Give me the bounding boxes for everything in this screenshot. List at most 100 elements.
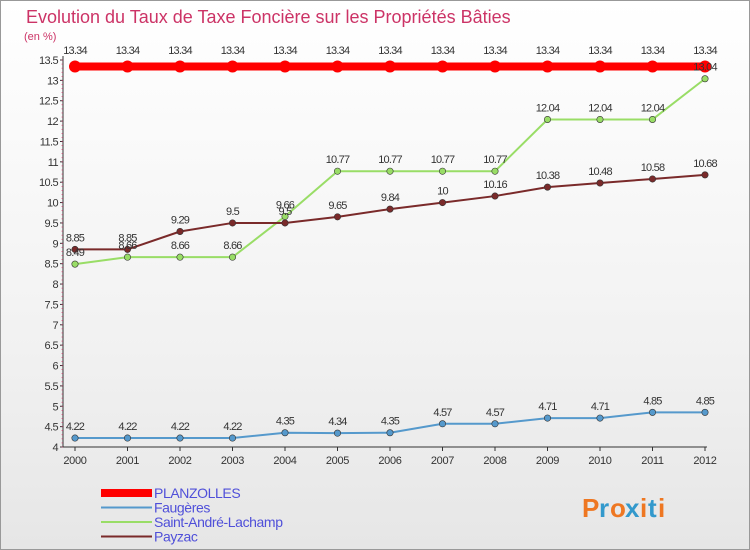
x-tick-label: 2009: [536, 455, 559, 467]
data-point-payzac: [229, 219, 237, 227]
data-label: 10.58: [641, 162, 665, 174]
data-label: 10.48: [588, 166, 612, 178]
data-point-faug-res: [229, 434, 237, 442]
chart-title: Evolution du Taux de Taxe Foncière sur l…: [26, 7, 511, 27]
data-point-payzac: [71, 245, 79, 253]
data-point-planzolles: [489, 60, 501, 73]
y-tick-label: 7: [52, 320, 58, 332]
x-tick-label: 2001: [116, 455, 139, 467]
x-tick-label: 2004: [273, 455, 296, 467]
data-point-faug-res: [124, 434, 132, 442]
data-label: 10: [437, 186, 448, 198]
data-point-payzac: [176, 228, 184, 236]
brand-letter: P: [582, 493, 599, 523]
data-label: 10.68: [693, 158, 717, 170]
data-label: 8.85: [118, 232, 137, 244]
y-tick-label: 10: [47, 198, 59, 210]
y-tick-label: 8: [52, 279, 58, 291]
y-tick-label: 7.5: [45, 299, 59, 311]
data-point-planzolles: [384, 60, 396, 73]
data-label: 4.22: [118, 421, 137, 433]
data-label: 4.57: [433, 407, 452, 419]
data-point-saint-andr-lachamp: [124, 253, 132, 261]
data-point-payzac: [648, 175, 656, 183]
y-tick-label: 11.5: [40, 136, 59, 148]
axes: 4 4.5 5 5.5 6 6.5 7 7.5 8 8.5 9 9.5 10 10.5 11 11.5 12 12…: [39, 55, 717, 467]
data-labels: 8.49 8.66 8.66 8.66 9.66 10.77 10.77 10.77 10.77…: [63, 45, 718, 433]
data-point-payzac: [438, 199, 446, 207]
y-tick-label: 4.5: [45, 422, 59, 434]
data-label: 4.57: [486, 407, 505, 419]
data-point-faug-res: [438, 420, 446, 428]
data-point-faug-res: [281, 429, 289, 437]
data-point-saint-andr-lachamp: [176, 253, 184, 261]
data-point-planzolles: [69, 60, 81, 73]
data-label: 10.77: [326, 154, 350, 166]
data-label: 4.71: [538, 401, 557, 413]
y-tick-label: 12.5: [39, 96, 58, 108]
data-point-planzolles: [541, 60, 554, 73]
legend-label: PLANZOLLES: [154, 485, 240, 501]
legend-label: Payzac: [154, 529, 198, 545]
data-label: 13.34: [168, 45, 192, 57]
data-label: 9.66: [276, 199, 295, 211]
data-label: 8.85: [66, 232, 85, 244]
data-label: 4.35: [381, 416, 400, 428]
data-label: 10.77: [431, 154, 455, 166]
data-point-faug-res: [491, 420, 499, 428]
data-label: 9.5: [226, 206, 240, 218]
y-axis-unit: (en %): [24, 31, 56, 43]
data-label: 13.34: [641, 45, 665, 57]
data-point-faug-res: [648, 408, 656, 416]
y-tick-label: 4: [52, 442, 58, 454]
data-label: 9.65: [328, 200, 347, 212]
data-label: 13.34: [536, 45, 560, 57]
data-point-planzolles: [646, 60, 659, 73]
data-point-planzolles: [699, 60, 711, 73]
data-label: 13.34: [588, 45, 612, 57]
data-point-saint-andr-lachamp: [438, 167, 446, 175]
data-label: 8.66: [171, 240, 190, 252]
data-label: 4.22: [171, 421, 190, 433]
data-label: 13.34: [693, 45, 717, 57]
data-label: 10.77: [483, 154, 507, 166]
data-point-payzac: [596, 179, 604, 187]
data-label: 9.84: [381, 192, 400, 204]
x-tick-label: 2012: [693, 455, 716, 467]
data-point-payzac: [386, 205, 394, 213]
y-tick-label: 6: [52, 361, 58, 373]
data-label: 8.49: [66, 247, 85, 259]
y-tick-label: 9: [52, 238, 58, 250]
data-point-faug-res: [176, 434, 184, 442]
data-point-payzac: [543, 183, 551, 191]
y-tick-label: 8.5: [45, 259, 59, 271]
data-label: 13.34: [378, 45, 402, 57]
data-point-faug-res: [333, 429, 341, 437]
data-point-planzolles: [331, 60, 344, 73]
data-point-faug-res: [386, 429, 394, 437]
data-point-saint-andr-lachamp: [596, 115, 604, 123]
series-layer: [69, 60, 711, 442]
data-point-saint-andr-lachamp: [491, 167, 499, 175]
x-tick-label: 2002: [168, 455, 191, 467]
brand-letter: i: [640, 493, 647, 523]
data-label: 13.34: [431, 45, 455, 57]
data-point-faug-res: [543, 414, 551, 422]
data-label: 4.71: [591, 401, 610, 413]
data-label: 8.66: [118, 240, 137, 252]
data-point-faug-res: [71, 434, 79, 442]
data-label: 4.22: [223, 421, 242, 433]
y-tick-label: 9.5: [45, 218, 59, 230]
data-label: 13.34: [63, 45, 87, 57]
data-label: 13.34: [221, 45, 245, 57]
data-label: 9.29: [171, 215, 190, 227]
data-point-saint-andr-lachamp: [71, 260, 79, 268]
y-tick-label: 6.5: [45, 340, 59, 352]
y-tick-label: 11: [48, 157, 59, 169]
y-tick-label: 10.5: [39, 177, 58, 189]
y-tick-label: 13.5: [39, 55, 58, 67]
data-label: 9.5: [279, 206, 293, 218]
brand-letter: x: [625, 493, 640, 523]
x-tick-label: 2008: [483, 455, 506, 467]
